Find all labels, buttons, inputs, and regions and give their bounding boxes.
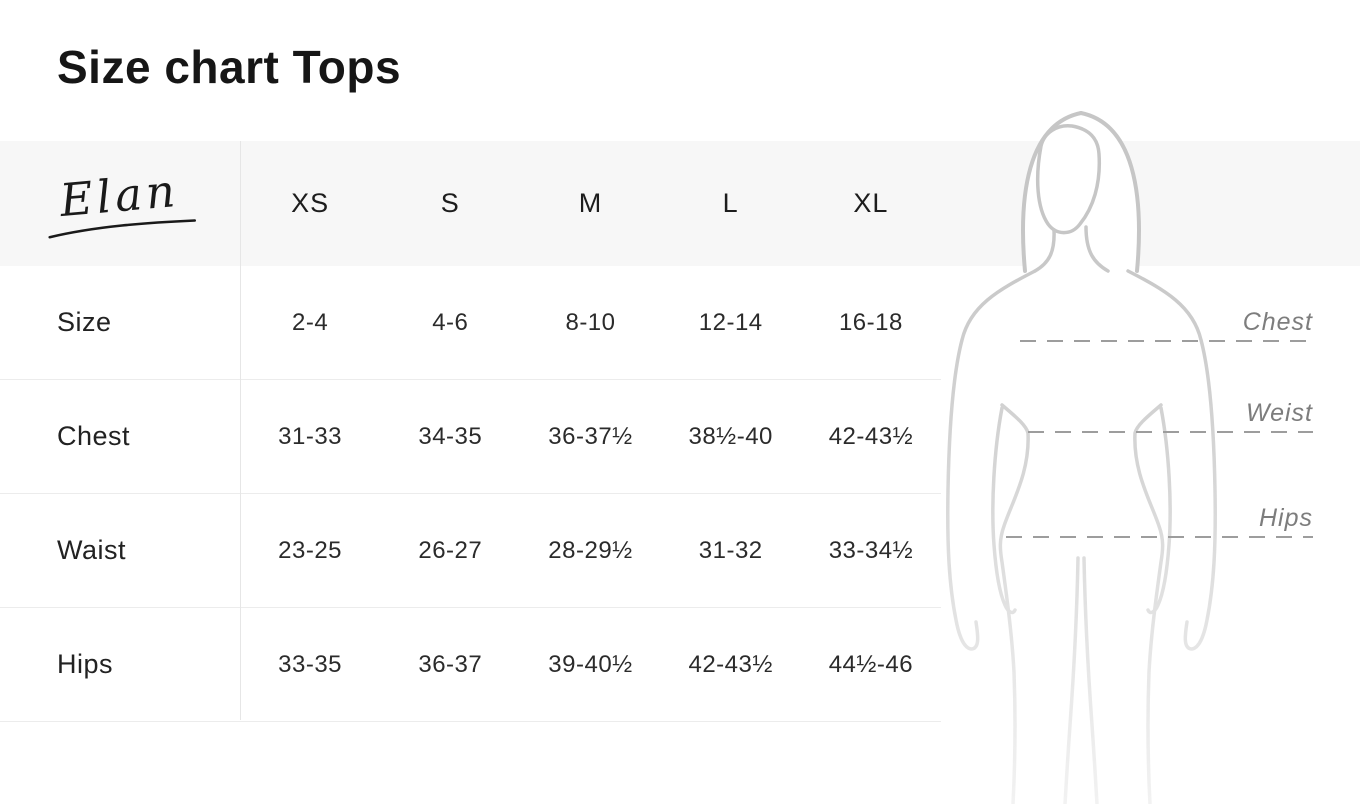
waist-xs: 23-25 <box>240 494 381 608</box>
chest-s: 34-35 <box>380 380 521 494</box>
waist-l: 31-32 <box>660 494 801 608</box>
size-table: Elan XS S M L XL Size 2-4 4-6 8-10 12-14… <box>0 141 941 722</box>
hips-s: 36-37 <box>380 608 521 722</box>
hips-l: 42-43½ <box>660 608 801 722</box>
hips-m: 39-40½ <box>520 608 661 722</box>
column-header-s: S <box>440 188 460 218</box>
chest-measure-label: Chest <box>1242 308 1313 336</box>
column-header-l: L <box>722 188 739 218</box>
brand-logo: Elan <box>43 163 198 241</box>
row-label-hips: Hips <box>0 608 240 722</box>
hips-xl: 44½-46 <box>800 608 941 722</box>
size-xl: 16-18 <box>800 266 941 380</box>
table-column-divider <box>240 141 241 720</box>
body-figure-illustration <box>946 111 1313 804</box>
column-header-m: M <box>578 188 603 218</box>
waist-s: 26-27 <box>380 494 521 608</box>
size-s: 4-6 <box>380 266 521 380</box>
row-label-waist: Waist <box>0 494 240 608</box>
brand-logo-cell: Elan <box>0 141 240 266</box>
figure-hair-left <box>1021 111 1083 273</box>
waist-m: 28-29½ <box>520 494 661 608</box>
row-label-chest: Chest <box>0 380 240 494</box>
hips-xs: 33-35 <box>240 608 381 722</box>
figure-face <box>1035 124 1102 235</box>
page-title: Size chart Tops <box>57 41 402 93</box>
waist-measure-label: Weist <box>1245 399 1313 427</box>
chest-xs: 31-33 <box>240 380 381 494</box>
logo-underline-flourish <box>48 219 197 239</box>
hips-measure-label: Hips <box>1258 504 1313 532</box>
chest-l: 38½-40 <box>660 380 801 494</box>
waist-xl: 33-34½ <box>800 494 941 608</box>
size-xs: 2-4 <box>240 266 381 380</box>
brand-logo-text: Elan <box>57 163 181 228</box>
column-header-xl: XL <box>853 188 889 218</box>
size-m: 8-10 <box>520 266 661 380</box>
row-label-size: Size <box>0 266 240 380</box>
chest-xl: 42-43½ <box>800 380 941 494</box>
column-header-xs: XS <box>291 188 330 218</box>
chest-m: 36-37½ <box>520 380 661 494</box>
size-l: 12-14 <box>660 266 801 380</box>
figure-hair-right <box>1079 111 1141 273</box>
